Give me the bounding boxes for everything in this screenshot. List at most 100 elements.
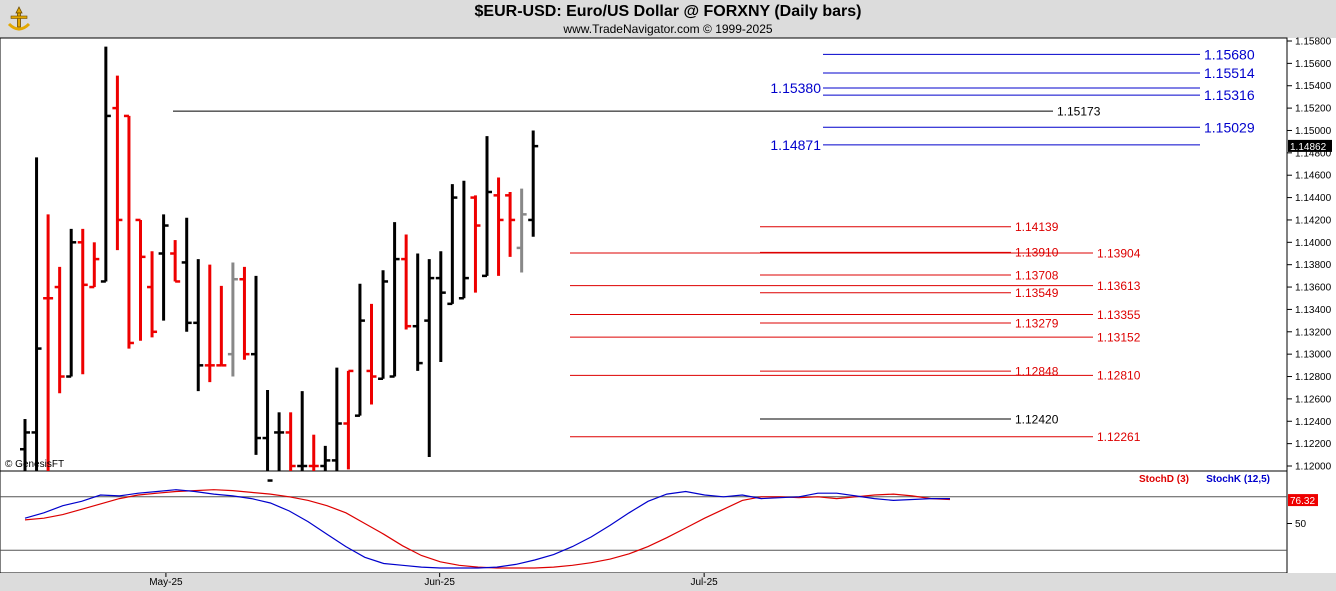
date-axis-background [0, 573, 1336, 591]
stoch-line-stochk [24, 489, 950, 569]
price-tick-label: 1.13600 [1295, 283, 1332, 294]
ohlc-bar [20, 419, 30, 471]
level-label-1.13355: 1.13355 [1097, 308, 1141, 322]
stoch-panel-border [0, 470, 1288, 574]
ohlc-bar [123, 114, 134, 349]
price-axis: 1.15800 1.15600 1.15400 1.15200 1.15000 1.148… [1287, 37, 1332, 473]
price-tick-label: 1.14000 [1295, 238, 1332, 249]
chart-frame [0, 37, 1336, 574]
ohlc-bar [147, 251, 158, 338]
ohlc-bar [77, 228, 88, 375]
legend-stochd: StochD (3) [1139, 474, 1189, 485]
level-label-1.14871: 1.14871 [770, 137, 821, 153]
price-tick-label: 1.15800 [1295, 37, 1332, 48]
level-label-1.12420: 1.12420 [1015, 412, 1059, 426]
ohlc-bar [320, 445, 331, 471]
ohlc-bar [181, 217, 192, 332]
axis-background [1287, 38, 1336, 573]
level-label-1.13549: 1.13549 [1015, 286, 1059, 300]
ohlc-bar [447, 184, 458, 306]
date-tick-label: May-25 [149, 577, 183, 588]
price-tick-label: 1.14800 [1295, 148, 1332, 159]
price-tick-label: 1.14400 [1295, 193, 1332, 204]
ohlc-bar [297, 391, 308, 471]
level-label-1.14139: 1.14139 [1015, 220, 1059, 234]
ohlc-bar [458, 180, 469, 300]
ohlc-bar [331, 367, 342, 471]
price-tick-label: 1.15000 [1295, 126, 1332, 137]
ohlc-bar [412, 253, 423, 371]
ohlc-bar [493, 177, 504, 276]
stoch-last-label: 76.32 [1290, 496, 1315, 507]
ohlc-bar [343, 369, 354, 470]
price-tick-label: 1.15200 [1295, 104, 1332, 115]
price-tick-label: 1.14600 [1295, 171, 1332, 182]
ohlc-bar [274, 412, 285, 471]
stochastic-panel: StochD (3) StochK (12,5) 50 76.32 [0, 474, 1318, 569]
level-label-1.13613: 1.13613 [1097, 279, 1141, 293]
ohlc-bar [308, 434, 319, 471]
last-price-box [1288, 139, 1332, 152]
ohlc-bar [216, 285, 227, 367]
level-label-1.13152: 1.13152 [1097, 330, 1141, 344]
price-tick-label: 1.12200 [1295, 439, 1332, 450]
ohlc-bar [378, 270, 389, 381]
price-tick-label: 1.12400 [1295, 417, 1332, 428]
copyright-label: © GenesisFT [5, 459, 64, 470]
date-tick-label: Jun-25 [424, 577, 455, 588]
level-label-1.12848: 1.12848 [1015, 364, 1059, 378]
ohlc-bar [505, 191, 516, 257]
ohlc-bar [239, 266, 250, 360]
ohlc-bar [435, 251, 446, 362]
ohlc-bar [482, 136, 492, 278]
stoch-tick-label: 50 [1295, 519, 1307, 530]
ohlc-bar [516, 188, 527, 273]
ohlc-bar [193, 259, 204, 392]
chart-title: $EUR-USD: Euro/US Dollar @ FORXNY (Daily… [474, 3, 862, 20]
price-panel-border [0, 37, 1288, 472]
price-tick-label: 1.14200 [1295, 215, 1332, 226]
ohlc-bar [204, 264, 215, 383]
ohlc-bar [227, 262, 238, 377]
ohlc-bar [389, 222, 400, 378]
price-tick-label: 1.12800 [1295, 372, 1332, 383]
level-label-1.15514: 1.15514 [1204, 65, 1255, 81]
ohlc-bar [89, 242, 100, 289]
level-label-1.13904: 1.13904 [1097, 246, 1141, 260]
price-tick-label: 1.13800 [1295, 260, 1332, 271]
date-axis: May-25 Jun-25 Jul-25 [0, 573, 1336, 591]
ohlc-bar [54, 266, 65, 394]
level-label-1.15029: 1.15029 [1204, 119, 1255, 135]
level-label-1.12261: 1.12261 [1097, 430, 1141, 444]
ohlc-bar [285, 412, 296, 471]
level-label-1.13708: 1.13708 [1015, 268, 1059, 282]
support-resistance-levels: 1.15680 1.15514 1.15380 1.15316 1.15173 1.150… [173, 46, 1255, 444]
ohlc-bar [135, 218, 146, 341]
ohlc-bar [43, 214, 54, 471]
ohlc-bar [354, 283, 365, 417]
ohlc-bar [401, 234, 412, 330]
ohlc-bar [66, 228, 77, 378]
trade-navigator-logo-icon [4, 4, 34, 34]
level-label-1.13279: 1.13279 [1015, 316, 1059, 330]
price-tick-label: 1.15600 [1295, 59, 1332, 70]
ohlc-bar [112, 75, 123, 251]
ohlc-bar [170, 240, 181, 283]
level-label-1.15173: 1.15173 [1057, 104, 1101, 118]
level-label-1.15680: 1.15680 [1204, 46, 1255, 62]
level-label-1.15316: 1.15316 [1204, 87, 1255, 103]
date-tick-label: Jul-25 [691, 577, 719, 588]
ohlc-bar [251, 275, 261, 455]
ohlc-bar [424, 259, 435, 458]
price-tick-label: 1.12600 [1295, 394, 1332, 405]
ohlc-bar [470, 195, 481, 293]
price-tick-label: 1.13400 [1295, 305, 1332, 316]
ohlc-bar [262, 389, 273, 482]
chart-header: $EUR-USD: Euro/US Dollar @ FORXNY (Daily… [0, 0, 1336, 38]
ohlc-bar [528, 130, 539, 237]
level-label-1.12810: 1.12810 [1097, 369, 1141, 383]
last-price-label: 1.14862 [1290, 142, 1327, 153]
legend-stochk: StochK (12,5) [1206, 474, 1270, 485]
price-tick-label: 1.13200 [1295, 327, 1332, 338]
